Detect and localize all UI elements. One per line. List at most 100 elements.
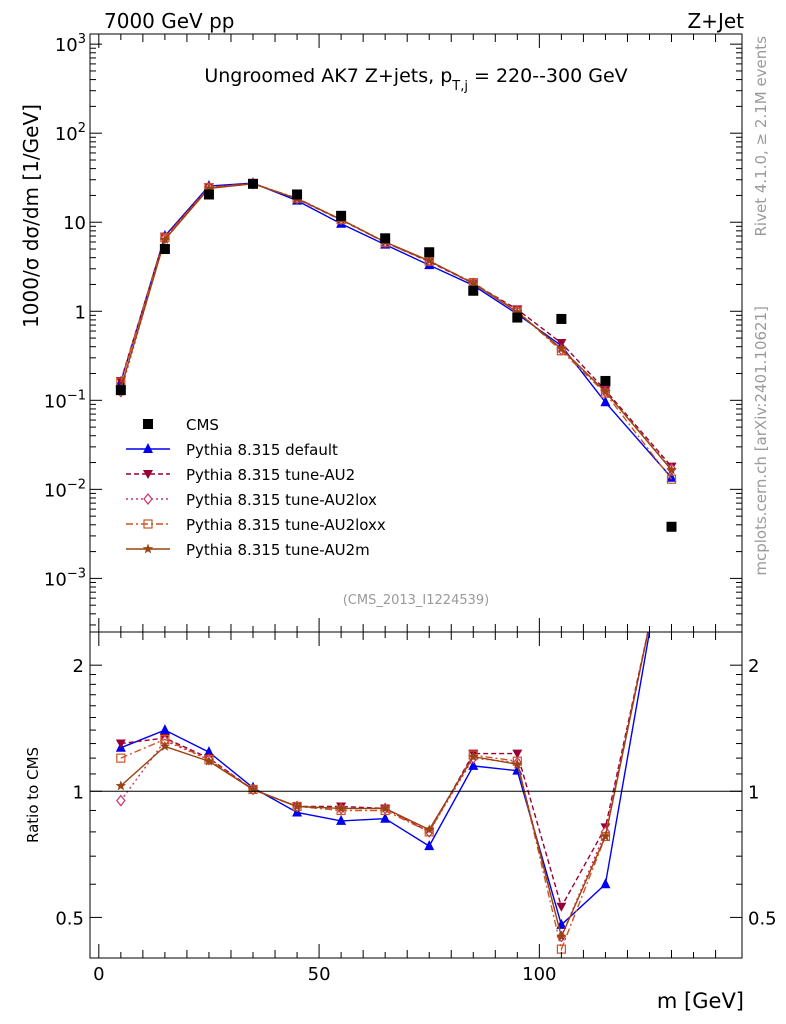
legend-marker: [142, 543, 154, 554]
data-point: [666, 521, 677, 532]
ratio-series-point: [336, 814, 347, 825]
legend-marker: [143, 419, 153, 429]
series-point: [600, 396, 611, 407]
ratio-y-tick-label-right: 1: [748, 782, 759, 803]
header-right: Z+Jet: [687, 9, 744, 33]
series-point: [666, 474, 677, 484]
series-point: [556, 343, 567, 354]
series-point: [666, 464, 677, 475]
ratio-y-tick-label: 0.5: [55, 908, 84, 929]
legend-label: CMS: [186, 416, 219, 434]
legend-marker: [143, 443, 153, 453]
ratio-y-tick-label: 1: [73, 782, 84, 803]
ratio-series-line: [120, 632, 649, 909]
ratio-series-point: [600, 878, 611, 889]
x-tick-label: 0: [93, 964, 104, 985]
main-title: Ungroomed AK7 Z+jets, pT,j = 220--300 Ge…: [204, 65, 627, 94]
legend-item-2: Pythia 8.315 tune-AU2lox: [126, 491, 377, 509]
ratio-series-point: [424, 840, 435, 851]
ratio-series-point: [116, 794, 126, 807]
ratio-series-0: [115, 632, 651, 929]
ratio-series-point: [380, 812, 391, 823]
series-point: [203, 182, 215, 193]
y-tick-label: 10: [63, 213, 86, 234]
ratio-series-point: [159, 724, 170, 735]
data-point: [292, 189, 303, 200]
legend-item-data: CMS: [143, 416, 219, 434]
series-line: [120, 182, 673, 480]
data-point: [380, 233, 391, 244]
y-tick-label: 102: [55, 121, 86, 145]
ratio-y-axis-label: Ratio to CMS: [24, 747, 42, 843]
series-point: [666, 471, 677, 482]
series-3: [116, 179, 677, 484]
ratio-series-point: [291, 800, 303, 811]
ratio-series-3: [116, 632, 649, 954]
ratio-y-tick-label: 2: [73, 656, 84, 677]
legend-marker: [143, 470, 153, 479]
legend-item-1: Pythia 8.315 tune-AU2: [126, 466, 355, 484]
ratio-series-point: [115, 780, 127, 791]
data-point: [336, 210, 347, 221]
series-point: [423, 255, 435, 266]
ratio-series-point: [423, 824, 435, 835]
main-y-axis-label: 1000/σ dσ/dm [1/GeV]: [19, 104, 43, 328]
data-point: [556, 313, 567, 324]
mcplots-label: mcplots.cern.ch [arXiv:2401.10621]: [752, 306, 770, 576]
series-point: [512, 306, 523, 317]
legend-label: Pythia 8.315 tune-AU2m: [186, 541, 370, 559]
legend-marker: [143, 519, 153, 529]
data-point: [600, 375, 611, 386]
series-point: [468, 278, 479, 288]
header-left: 7000 GeV pp: [104, 9, 235, 33]
series-point: [159, 233, 171, 244]
ratio-y-tick-label-right: 2: [748, 656, 759, 677]
ratio-series-point: [556, 902, 567, 912]
data-point: [248, 178, 258, 189]
ratio-series-point: [468, 759, 479, 770]
ratio-series-line: [120, 632, 651, 927]
x-tick-label: 50: [308, 964, 331, 985]
ratio-series-point: [247, 783, 259, 794]
ratio-series-point: [556, 931, 567, 942]
legend-label: Pythia 8.315 tune-AU2: [186, 466, 355, 484]
rivet-label: Rivet 4.1.0, ≥ 2.1M events: [752, 36, 770, 237]
ratio-series-point: [203, 746, 214, 757]
y-tick-label: 103: [55, 32, 86, 56]
legend-marker: [143, 493, 153, 505]
y-tick-label: 1: [75, 302, 86, 323]
ratio-series-4: [115, 632, 649, 942]
legend-item-0: Pythia 8.315 default: [126, 441, 338, 459]
ratio-series-point: [512, 758, 523, 769]
ratio-series-2: [116, 632, 649, 943]
data-point: [424, 247, 435, 258]
ratio-series-point: [379, 802, 391, 813]
series-point: [600, 386, 611, 397]
x-tick-label: 100: [522, 964, 556, 985]
x-axis-label: m [GeV]: [657, 989, 744, 1013]
ratio-series-point: [600, 830, 611, 841]
ratio-series-point: [335, 802, 347, 813]
ratio-series-point: [468, 751, 479, 762]
data-point: [159, 244, 170, 255]
data-point: [512, 312, 523, 323]
ratio-series-line: [120, 632, 649, 952]
ratio-series-point: [116, 753, 126, 763]
legend-label: Pythia 8.315 default: [186, 441, 338, 459]
ratio-series-1: [115, 632, 649, 912]
ratio-frame: [89, 631, 743, 959]
legend-item-4: Pythia 8.315 tune-AU2m: [126, 541, 370, 559]
ratio-series-point: [512, 749, 523, 759]
data-point: [203, 189, 214, 200]
legend: CMS Pythia 8.315 default Pythia 8.315 tune…: [126, 416, 386, 559]
ratio-y-tick-label-right: 0.5: [748, 908, 777, 929]
y-tick-label: 10−2: [44, 477, 86, 501]
series-0: [115, 177, 677, 482]
main-watermark: (CMS_2013_I1224539): [343, 593, 490, 608]
ratio-series-point: [159, 740, 171, 751]
ratio-series-point: [203, 755, 215, 766]
main-title-subscript: T,j: [451, 79, 468, 94]
y-tick-label: 10−3: [44, 566, 86, 590]
y-tick-label: 10−1: [44, 388, 86, 412]
